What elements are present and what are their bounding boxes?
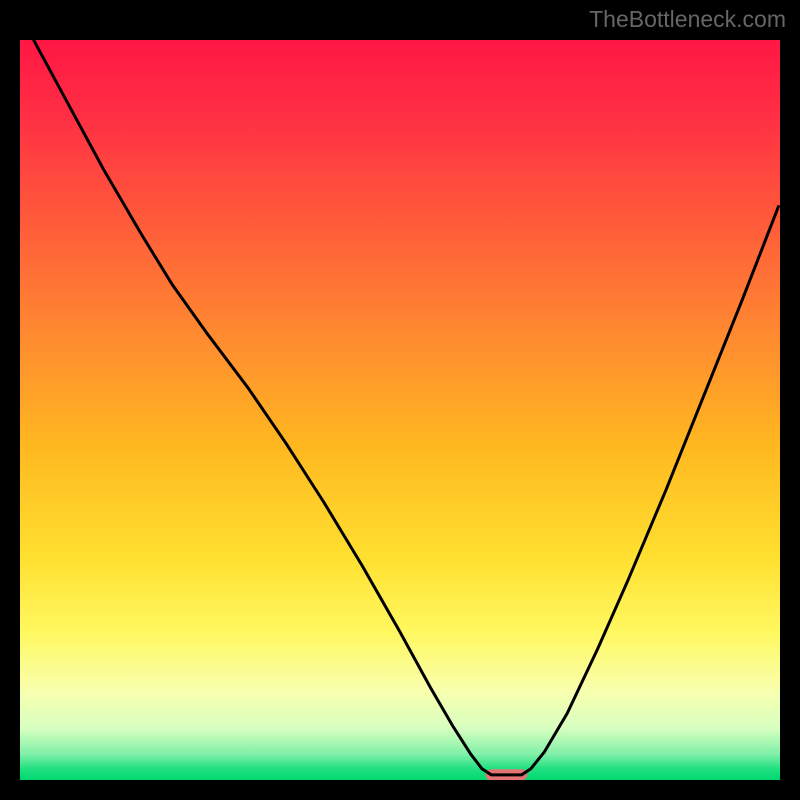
plot-area	[20, 40, 780, 780]
bottleneck-chart	[20, 40, 780, 780]
gradient-background	[20, 40, 780, 780]
watermark-text: TheBottleneck.com	[589, 6, 786, 33]
chart-frame: TheBottleneck.com	[0, 0, 800, 800]
